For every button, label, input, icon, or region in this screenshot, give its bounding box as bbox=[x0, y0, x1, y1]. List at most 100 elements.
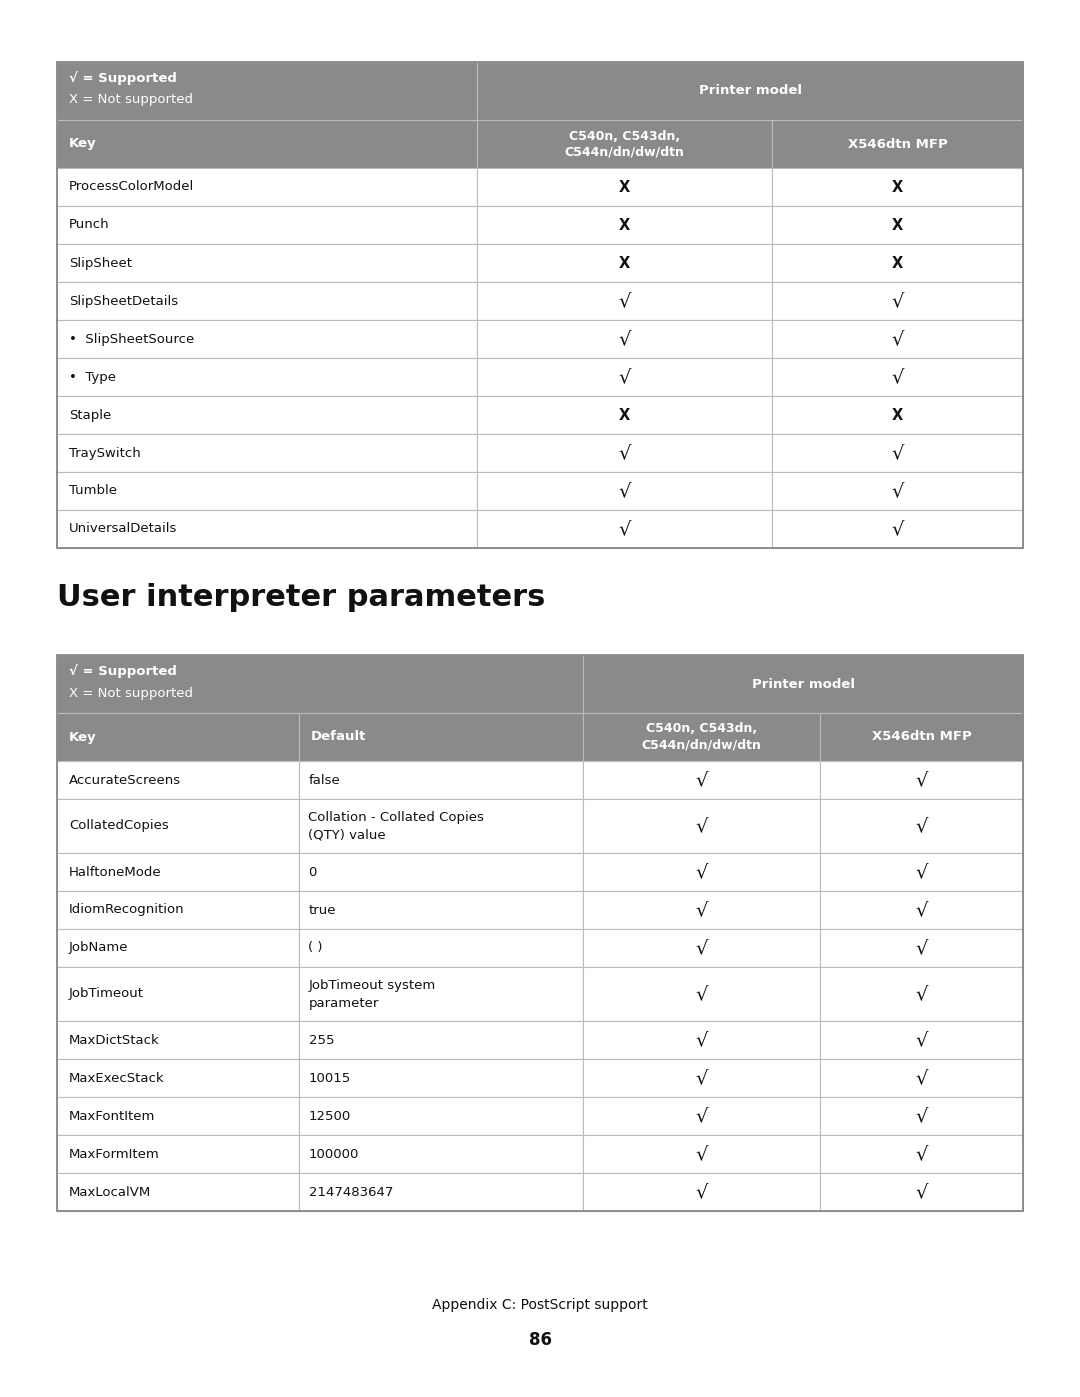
Bar bbox=[57, 120, 477, 168]
Bar bbox=[477, 358, 772, 395]
Bar bbox=[57, 61, 477, 120]
Bar bbox=[57, 761, 298, 799]
Text: √: √ bbox=[619, 330, 631, 348]
Bar bbox=[57, 395, 477, 434]
Text: •  Type: • Type bbox=[69, 370, 116, 384]
Text: X: X bbox=[619, 256, 630, 271]
Bar bbox=[583, 1059, 820, 1097]
Bar bbox=[772, 320, 1023, 358]
Bar bbox=[477, 120, 772, 168]
Bar bbox=[57, 854, 298, 891]
Text: √: √ bbox=[696, 1031, 708, 1049]
Text: √: √ bbox=[619, 292, 631, 310]
Bar bbox=[298, 761, 583, 799]
Bar bbox=[477, 320, 772, 358]
Bar bbox=[772, 282, 1023, 320]
Text: true: true bbox=[309, 904, 336, 916]
Text: parameter: parameter bbox=[309, 996, 379, 1010]
Bar bbox=[298, 1059, 583, 1097]
Text: JobTimeout system: JobTimeout system bbox=[309, 978, 435, 992]
Bar bbox=[298, 1173, 583, 1211]
Text: √: √ bbox=[696, 985, 708, 1003]
Text: √: √ bbox=[916, 862, 928, 882]
Text: √: √ bbox=[891, 482, 904, 500]
Text: MaxDictStack: MaxDictStack bbox=[69, 1034, 160, 1046]
Bar bbox=[820, 891, 1023, 929]
Text: Tumble: Tumble bbox=[69, 485, 117, 497]
Text: ProcessColorModel: ProcessColorModel bbox=[69, 180, 194, 194]
Text: Default: Default bbox=[311, 731, 366, 743]
Text: X: X bbox=[892, 218, 903, 232]
Bar bbox=[298, 967, 583, 1021]
Bar bbox=[477, 244, 772, 282]
Text: MaxExecStack: MaxExecStack bbox=[69, 1071, 164, 1084]
Bar bbox=[772, 205, 1023, 244]
Text: √: √ bbox=[916, 985, 928, 1003]
Text: Punch: Punch bbox=[69, 218, 110, 232]
Text: √: √ bbox=[696, 862, 708, 882]
Bar bbox=[583, 655, 1023, 712]
Bar bbox=[57, 1097, 298, 1134]
Text: C544n/dn/dw/dtn: C544n/dn/dw/dtn bbox=[565, 145, 685, 158]
Bar bbox=[772, 395, 1023, 434]
Bar bbox=[820, 1134, 1023, 1173]
Text: √: √ bbox=[916, 939, 928, 957]
Bar bbox=[477, 205, 772, 244]
Text: 255: 255 bbox=[309, 1034, 334, 1046]
Text: 2147483647: 2147483647 bbox=[309, 1186, 393, 1199]
Text: √: √ bbox=[916, 1144, 928, 1164]
Text: AccurateScreens: AccurateScreens bbox=[69, 774, 181, 787]
Bar bbox=[820, 929, 1023, 967]
Text: X: X bbox=[892, 256, 903, 271]
Text: MaxLocalVM: MaxLocalVM bbox=[69, 1186, 151, 1199]
Bar bbox=[57, 655, 583, 712]
Bar bbox=[57, 712, 298, 761]
Text: √: √ bbox=[696, 1106, 708, 1126]
Bar bbox=[57, 320, 477, 358]
Bar bbox=[298, 929, 583, 967]
Text: X546dtn MFP: X546dtn MFP bbox=[848, 137, 947, 151]
Bar bbox=[57, 1173, 298, 1211]
Text: X546dtn MFP: X546dtn MFP bbox=[872, 731, 971, 743]
Bar bbox=[583, 854, 820, 891]
Bar bbox=[477, 472, 772, 510]
Text: X: X bbox=[619, 408, 630, 422]
Bar bbox=[298, 1134, 583, 1173]
Text: 100000: 100000 bbox=[309, 1147, 359, 1161]
Bar bbox=[772, 168, 1023, 205]
Bar bbox=[477, 395, 772, 434]
Bar bbox=[298, 891, 583, 929]
Bar bbox=[57, 891, 298, 929]
Bar bbox=[57, 282, 477, 320]
Bar bbox=[57, 1021, 298, 1059]
Bar bbox=[820, 967, 1023, 1021]
Text: (QTY) value: (QTY) value bbox=[309, 828, 387, 841]
Bar bbox=[772, 434, 1023, 472]
Bar bbox=[820, 1097, 1023, 1134]
Bar bbox=[583, 1021, 820, 1059]
Bar bbox=[820, 799, 1023, 854]
Bar bbox=[820, 1021, 1023, 1059]
Text: Staple: Staple bbox=[69, 408, 111, 422]
Text: User interpreter parameters: User interpreter parameters bbox=[57, 583, 545, 612]
Bar bbox=[772, 120, 1023, 168]
Bar bbox=[583, 967, 820, 1021]
Bar bbox=[57, 358, 477, 395]
Bar bbox=[57, 61, 1023, 548]
Bar bbox=[583, 1134, 820, 1173]
Text: √: √ bbox=[696, 1144, 708, 1164]
Text: √: √ bbox=[916, 901, 928, 919]
Text: 86: 86 bbox=[528, 1331, 552, 1350]
Text: 12500: 12500 bbox=[309, 1109, 351, 1123]
Bar bbox=[57, 929, 298, 967]
Text: √: √ bbox=[916, 816, 928, 835]
Bar bbox=[57, 1059, 298, 1097]
Text: Key: Key bbox=[69, 137, 96, 151]
Bar bbox=[583, 1173, 820, 1211]
Text: √: √ bbox=[916, 1069, 928, 1087]
Bar bbox=[477, 61, 1023, 120]
Bar bbox=[57, 1134, 298, 1173]
Text: √: √ bbox=[891, 330, 904, 348]
Text: √: √ bbox=[916, 1182, 928, 1201]
Bar bbox=[772, 510, 1023, 548]
